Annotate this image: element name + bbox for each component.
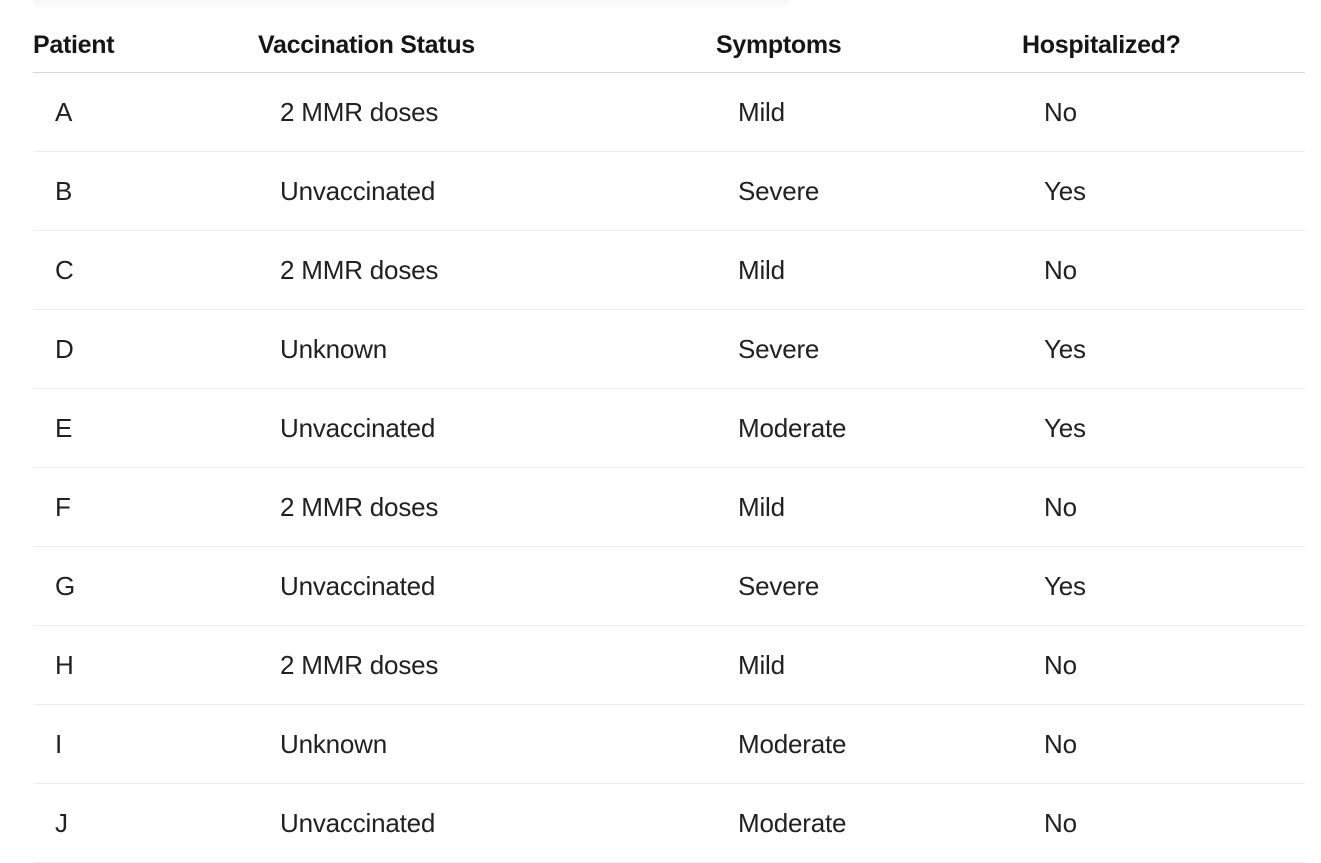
cell-vaccination-status: 2 MMR doses (258, 230, 716, 310)
cell-symptoms: Mild (716, 625, 1022, 705)
cell-symptoms: Moderate (716, 388, 1022, 468)
cell-patient: J (33, 783, 258, 863)
patient-data-table: Patient Vaccination Status Symptoms Hosp… (33, 18, 1305, 863)
cell-hospitalized: Yes (1022, 388, 1305, 468)
cell-patient: I (33, 704, 258, 784)
cell-patient: E (33, 388, 258, 468)
cell-hospitalized: Yes (1022, 309, 1305, 389)
table-row: E Unvaccinated Moderate Yes (33, 388, 1305, 468)
table-row: G Unvaccinated Severe Yes (33, 546, 1305, 626)
cell-symptoms: Moderate (716, 783, 1022, 863)
column-header-hospitalized: Hospitalized? (1022, 18, 1305, 73)
cell-symptoms: Moderate (716, 704, 1022, 784)
cell-patient: C (33, 230, 258, 310)
cell-symptoms: Mild (716, 467, 1022, 547)
cell-vaccination-status: Unknown (258, 309, 716, 389)
cell-hospitalized: No (1022, 625, 1305, 705)
cell-hospitalized: No (1022, 783, 1305, 863)
cell-patient: D (33, 309, 258, 389)
cell-patient: A (33, 72, 258, 152)
cell-vaccination-status: Unknown (258, 704, 716, 784)
table-row: J Unvaccinated Moderate No (33, 783, 1305, 863)
cell-symptoms: Severe (716, 151, 1022, 231)
cell-patient: B (33, 151, 258, 231)
column-header-patient: Patient (33, 18, 258, 73)
cell-hospitalized: No (1022, 467, 1305, 547)
table-row: B Unvaccinated Severe Yes (33, 151, 1305, 231)
cell-vaccination-status: Unvaccinated (258, 546, 716, 626)
cell-symptoms: Severe (716, 546, 1022, 626)
cell-vaccination-status: Unvaccinated (258, 783, 716, 863)
cell-vaccination-status: 2 MMR doses (258, 467, 716, 547)
cell-patient: G (33, 546, 258, 626)
cropped-element-remnant (33, 0, 790, 10)
cell-vaccination-status: Unvaccinated (258, 151, 716, 231)
cell-hospitalized: Yes (1022, 151, 1305, 231)
column-header-symptoms: Symptoms (716, 18, 1022, 73)
table-row: I Unknown Moderate No (33, 704, 1305, 784)
cell-symptoms: Mild (716, 230, 1022, 310)
cell-symptoms: Severe (716, 309, 1022, 389)
cell-vaccination-status: Unvaccinated (258, 388, 716, 468)
cell-hospitalized: No (1022, 230, 1305, 310)
cell-patient: H (33, 625, 258, 705)
cell-symptoms: Mild (716, 72, 1022, 152)
cell-hospitalized: No (1022, 72, 1305, 152)
table-row: D Unknown Severe Yes (33, 309, 1305, 389)
cell-hospitalized: Yes (1022, 546, 1305, 626)
cell-hospitalized: No (1022, 704, 1305, 784)
table-header-row: Patient Vaccination Status Symptoms Hosp… (33, 18, 1305, 73)
column-header-vaccination-status: Vaccination Status (258, 18, 716, 73)
cell-patient: F (33, 467, 258, 547)
cell-vaccination-status: 2 MMR doses (258, 72, 716, 152)
cell-vaccination-status: 2 MMR doses (258, 625, 716, 705)
